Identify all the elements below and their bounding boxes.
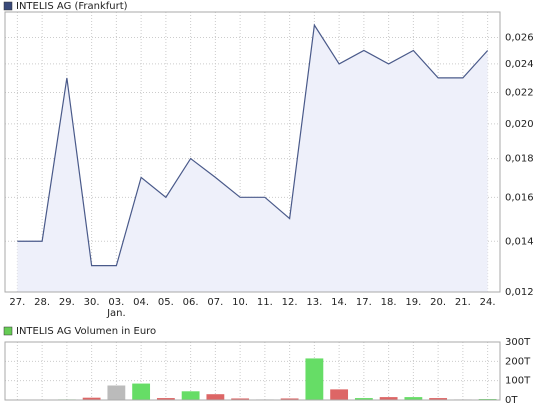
plot-border <box>4 11 501 293</box>
bar <box>107 385 126 400</box>
y-tick-label: 0,014 <box>505 236 534 247</box>
x-tick-label: 28. <box>34 297 50 308</box>
x-tick-label: 14. <box>331 297 347 308</box>
bar <box>206 394 225 400</box>
y-tick-label: 300T <box>505 337 531 348</box>
bar <box>280 398 299 400</box>
bar <box>231 398 250 400</box>
y-tick-label: 0,022 <box>505 88 534 99</box>
bar <box>305 358 324 400</box>
x-tick-label: 20. <box>430 297 446 308</box>
x-tick-label: 29. <box>59 297 75 308</box>
x-tick-label: 03. <box>108 297 124 308</box>
legend-swatch <box>3 1 13 11</box>
y-tick-label: 0,026 <box>505 33 534 44</box>
y-tick-label: 0,018 <box>505 154 534 165</box>
panel-title: INTELIS AG (Frankfurt) <box>16 1 128 12</box>
legend-swatch <box>3 326 13 336</box>
x-annotation: Jan. <box>106 308 126 319</box>
plot-area <box>4 341 501 401</box>
y-tick-label: 0T <box>505 395 518 406</box>
x-tick-label: 24. <box>480 297 496 308</box>
bar <box>404 397 423 400</box>
x-tick-label: 18. <box>381 297 397 308</box>
bar <box>330 389 349 400</box>
y-tick-label: 0,016 <box>505 192 534 203</box>
bar <box>181 391 200 400</box>
y-tick-label: 100T <box>505 376 531 387</box>
x-tick-label: 12. <box>282 297 298 308</box>
y-tick-label: 0,012 <box>505 287 534 298</box>
x-tick-label: 07. <box>207 297 223 308</box>
x-tick-label: 11. <box>257 297 273 308</box>
bar <box>156 398 175 400</box>
line <box>17 23 489 267</box>
plot-border <box>4 341 501 401</box>
bar <box>379 397 398 400</box>
x-tick-label: 04. <box>133 297 149 308</box>
area <box>17 25 488 293</box>
x-tick-label: 19. <box>405 297 421 308</box>
x-tick-label: 21. <box>455 297 471 308</box>
x-tick-label: 13. <box>306 297 322 308</box>
x-tick-label: 05. <box>158 297 174 308</box>
y-tick-label: 200T <box>505 356 531 367</box>
x-tick-label: 10. <box>232 297 248 308</box>
x-tick-label: 30. <box>84 297 100 308</box>
bar <box>429 398 448 400</box>
y-tick-label: 0,024 <box>505 59 534 70</box>
bar <box>82 397 101 400</box>
x-tick-label: 06. <box>183 297 199 308</box>
x-tick-label: 17. <box>356 297 372 308</box>
bar <box>132 383 151 400</box>
panel-title: INTELIS AG Volumen in Euro <box>16 326 156 337</box>
y-tick-label: 0,020 <box>505 119 534 130</box>
x-tick-label: 27. <box>9 297 25 308</box>
bar <box>354 398 373 400</box>
